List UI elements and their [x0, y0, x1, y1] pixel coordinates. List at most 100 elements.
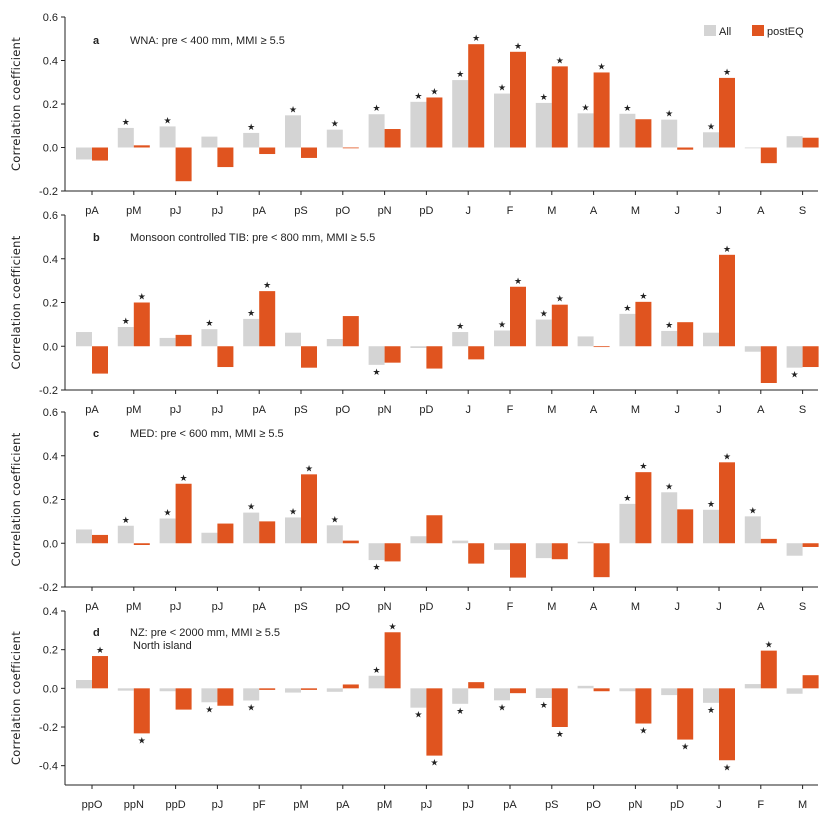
bar-posteq — [217, 346, 234, 368]
bar-posteq — [175, 688, 192, 710]
bar-posteq — [468, 543, 485, 564]
x-tick-label: pM — [293, 799, 308, 811]
bar-posteq — [342, 316, 359, 347]
x-tick-label: pS — [545, 799, 558, 811]
legend-swatch-posteq — [752, 25, 764, 36]
significance-star-icon: ★ — [540, 309, 548, 319]
x-tick-label: pF — [253, 799, 266, 811]
x-tick-label: M — [547, 404, 556, 416]
x-tick-label: pS — [294, 205, 307, 217]
significance-star-icon: ★ — [514, 41, 522, 51]
bar-all — [535, 319, 552, 347]
x-tick-label: pN — [378, 205, 392, 217]
significance-star-icon: ★ — [498, 702, 506, 712]
bar-all — [410, 536, 427, 544]
x-tick-label: pJ — [462, 799, 474, 811]
bar-posteq — [802, 675, 819, 689]
bar-posteq — [426, 515, 443, 544]
bar-all — [452, 688, 469, 704]
bar-posteq — [426, 346, 443, 369]
bar-posteq — [719, 77, 735, 148]
panel-title: Monsoon controlled TIB: pre < 800 mm, MM… — [130, 232, 375, 244]
bar-all — [76, 332, 92, 347]
x-tick-label: pO — [586, 799, 601, 811]
x-tick-label: pS — [294, 404, 307, 416]
significance-star-icon: ★ — [247, 502, 255, 512]
significance-star-icon: ★ — [681, 742, 689, 752]
significance-star-icon: ★ — [498, 320, 506, 330]
bar-all — [661, 330, 678, 347]
significance-star-icon: ★ — [749, 505, 757, 515]
x-tick-label: pA — [503, 799, 517, 811]
significance-star-icon: ★ — [556, 55, 564, 65]
x-tick-label: J — [465, 601, 471, 613]
significance-star-icon: ★ — [791, 370, 799, 380]
bar-posteq — [510, 286, 526, 347]
bar-all — [159, 688, 176, 692]
bar-posteq — [677, 509, 694, 544]
bar-all — [494, 543, 510, 550]
panel-letter: b — [93, 232, 100, 244]
legend-label-posteq: postEQ — [767, 26, 804, 38]
bar-posteq — [301, 688, 317, 690]
significance-star-icon: ★ — [205, 318, 213, 328]
significance-star-icon: ★ — [665, 320, 673, 330]
bar-posteq — [468, 682, 485, 689]
bar-all — [76, 147, 92, 160]
bar-posteq — [635, 119, 652, 148]
bar-posteq — [510, 688, 526, 694]
x-tick-label: J — [674, 601, 680, 613]
bar-all — [243, 132, 260, 148]
significance-star-icon: ★ — [205, 704, 213, 714]
x-tick-label: pJ — [212, 799, 224, 811]
y-tick-label: 0.0 — [43, 683, 58, 695]
bar-posteq — [133, 543, 150, 545]
bar-posteq — [133, 688, 150, 734]
bar-all — [619, 688, 636, 692]
bar-all — [494, 93, 510, 148]
x-tick-label: M — [547, 601, 556, 613]
bar-all — [535, 543, 552, 559]
bar-posteq — [635, 472, 652, 544]
x-tick-label: J — [716, 205, 722, 217]
bar-posteq — [593, 688, 610, 692]
y-tick-label: 0.2 — [43, 495, 58, 507]
significance-star-icon: ★ — [556, 729, 564, 739]
y-tick-label: 0.2 — [43, 645, 58, 657]
x-tick-label: pN — [628, 799, 642, 811]
bar-all — [535, 688, 552, 698]
y-tick-label: 0.6 — [43, 407, 58, 419]
significance-star-icon: ★ — [331, 514, 339, 524]
bar-posteq — [426, 688, 443, 756]
x-tick-label: pJ — [170, 601, 182, 613]
bar-all — [452, 540, 469, 544]
x-tick-label: pN — [378, 404, 392, 416]
bar-posteq — [677, 688, 694, 740]
x-tick-label: pA — [252, 404, 266, 416]
y-axis-label: Correlation coefficient — [9, 235, 23, 369]
bar-posteq — [551, 304, 568, 347]
bar-posteq — [92, 656, 108, 689]
bar-posteq — [301, 147, 317, 158]
significance-star-icon: ★ — [456, 69, 464, 79]
bar-posteq — [92, 147, 108, 161]
panel-d: Correlation coefficient -0.4 -0.2 0.0 0.2 0.4… — [9, 606, 819, 811]
bar-all — [744, 147, 761, 149]
x-tick-label: F — [507, 601, 514, 613]
bar-posteq — [342, 684, 359, 689]
y-tick-label: 0.0 — [43, 538, 58, 550]
bar-posteq — [217, 523, 234, 544]
bar-posteq — [719, 254, 735, 347]
x-tick-label: A — [590, 601, 598, 613]
significance-star-icon: ★ — [765, 640, 773, 650]
x-tick-label: M — [798, 799, 807, 811]
bar-posteq — [384, 632, 401, 689]
bar-posteq — [510, 51, 526, 148]
significance-star-icon: ★ — [389, 621, 397, 631]
bar-all — [494, 688, 510, 701]
significance-star-icon: ★ — [122, 117, 130, 127]
bar-all — [452, 80, 469, 148]
y-tick-label: 0.4 — [43, 254, 58, 266]
bar-all — [410, 688, 427, 708]
